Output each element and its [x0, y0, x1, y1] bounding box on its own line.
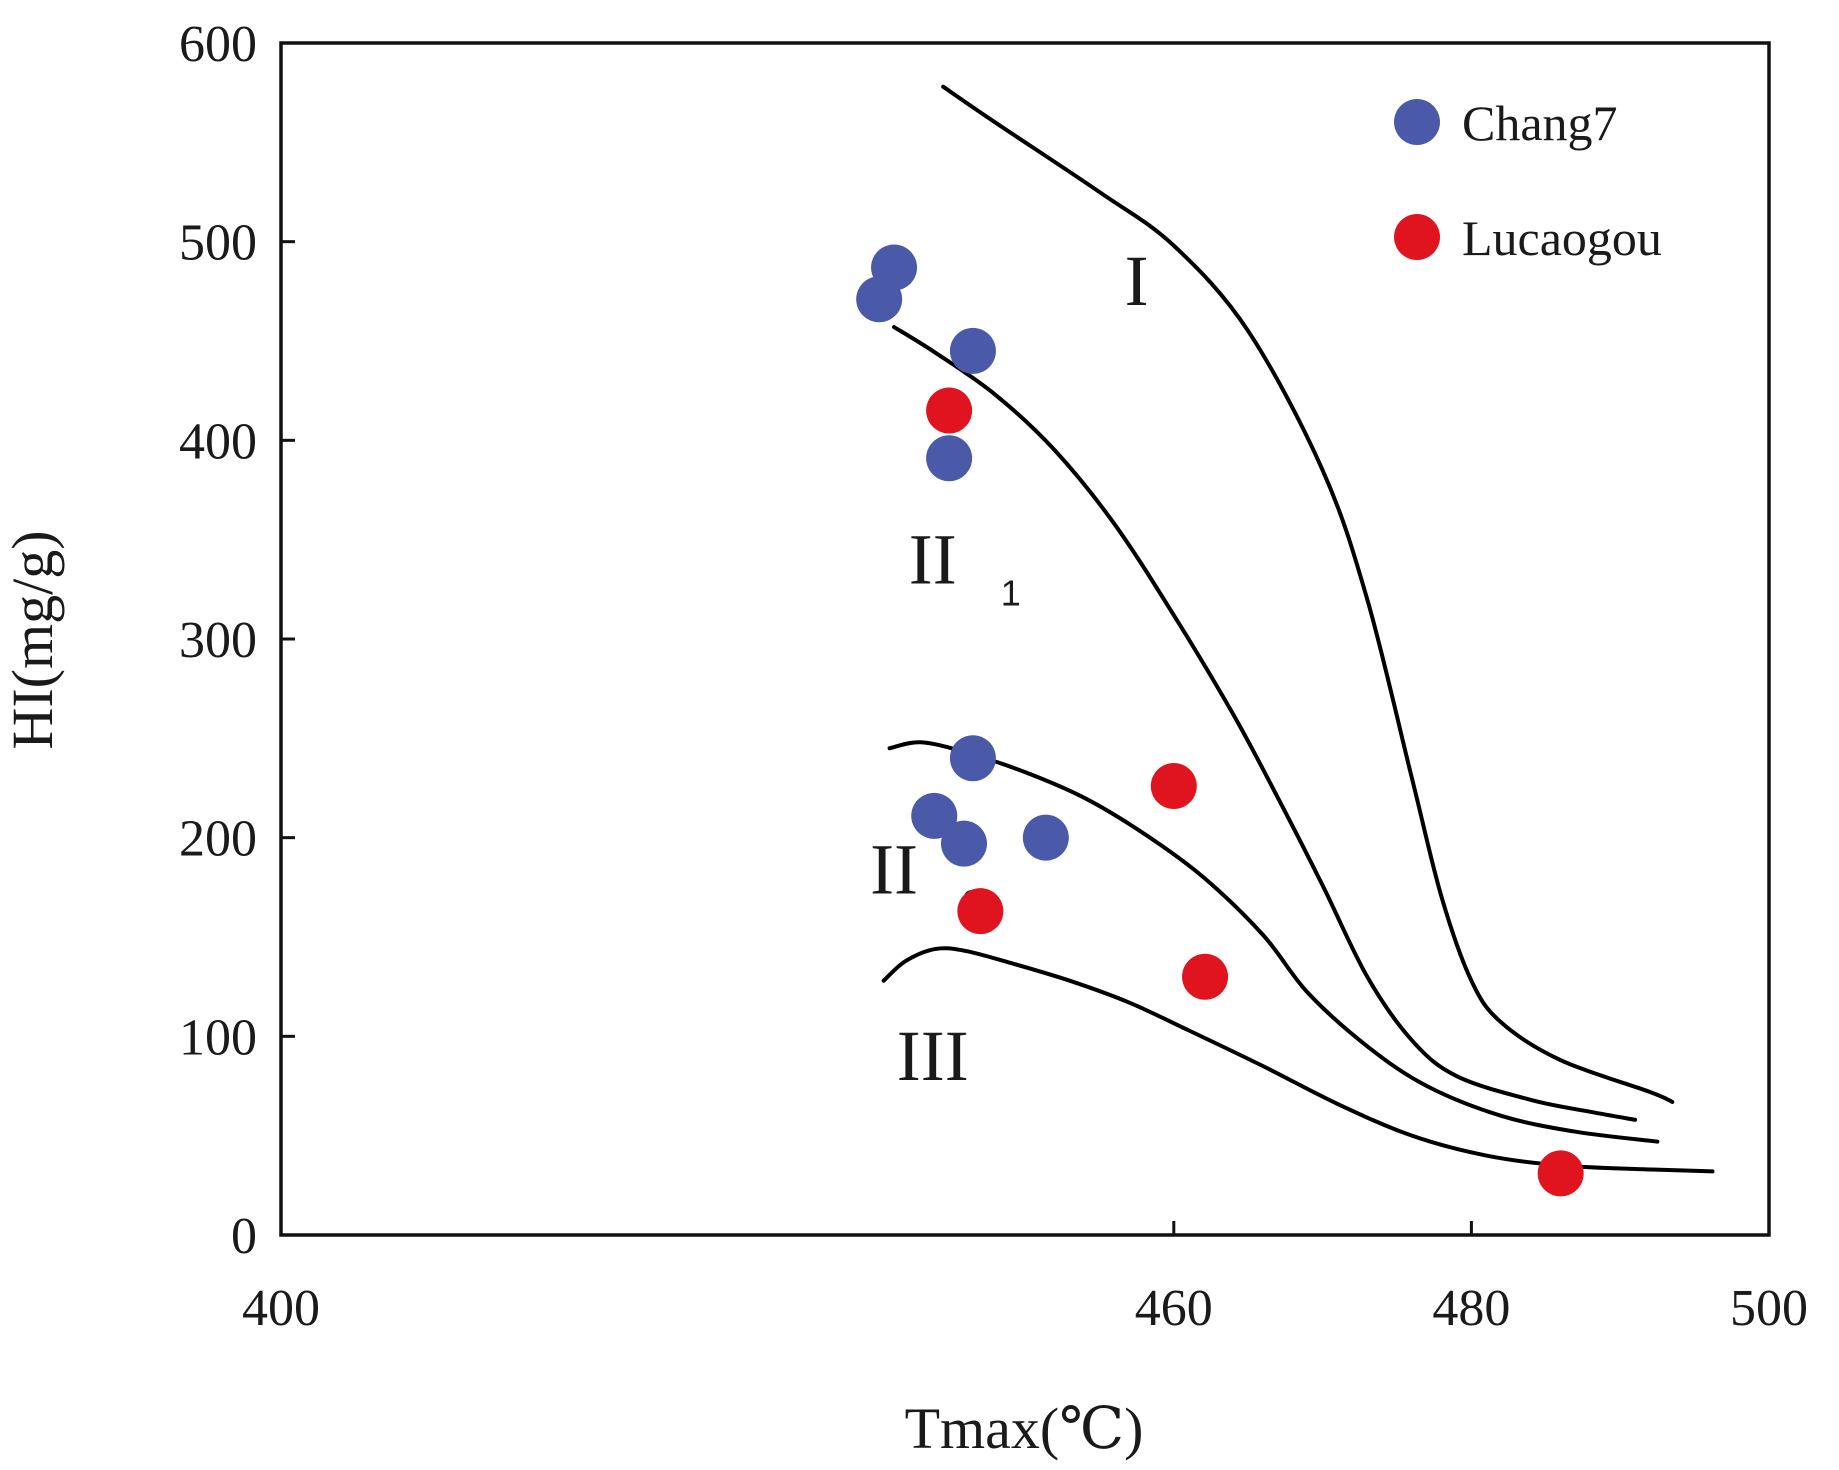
x-tick-label: 460 [1135, 1280, 1213, 1337]
legend-label-chang7: Chang7 [1462, 95, 1618, 151]
region-label-subscript: 1 [1001, 572, 1021, 613]
legend-marker-chang7 [1394, 99, 1440, 145]
x-tick-label: 400 [242, 1280, 320, 1337]
boundary-curve [941, 84, 1675, 1104]
point-chang7 [940, 820, 987, 867]
x-tick-label: 500 [1730, 1280, 1808, 1337]
data-points [856, 244, 1584, 1197]
y-tick-label: 300 [179, 612, 257, 669]
legend-label-lucaogou: Lucaogou [1462, 210, 1662, 266]
legend: Chang7 Lucaogou [1394, 95, 1662, 266]
point-lucaogou [1150, 763, 1197, 810]
point-chang7 [1022, 814, 1069, 861]
x-axis: 400 460 480 500 [242, 1221, 1808, 1337]
point-chang7 [949, 735, 996, 782]
y-tick-label: 600 [179, 16, 257, 73]
boundary-curve [887, 740, 1660, 1144]
point-lucaogou [1182, 953, 1229, 1000]
region-label: II [909, 519, 957, 599]
region-label: III [897, 1016, 969, 1096]
point-chang7 [949, 327, 996, 374]
x-tick-label: 480 [1432, 1280, 1510, 1337]
point-lucaogou [926, 387, 973, 434]
y-axis-title: HI(mg/g) [0, 530, 65, 749]
region-labels: III1II2III [870, 241, 1149, 1096]
y-tick-label: 500 [179, 215, 257, 272]
boundary-curve [892, 325, 1638, 1122]
y-tick-label: 400 [179, 413, 257, 470]
point-chang7 [911, 792, 958, 839]
y-axis: 0 100 200 300 400 500 600 [179, 16, 295, 1265]
y-tick-label: 100 [179, 1009, 257, 1066]
y-tick-label: 0 [231, 1208, 257, 1265]
point-lucaogou [957, 888, 1004, 935]
region-label: II [870, 829, 918, 909]
x-axis-title: Tmax(℃) [905, 1396, 1144, 1461]
legend-marker-lucaogou [1394, 214, 1440, 260]
point-lucaogou [1537, 1150, 1584, 1197]
point-chang7 [871, 244, 918, 291]
point-chang7 [926, 435, 973, 482]
region-label: I [1125, 241, 1149, 321]
y-tick-label: 200 [179, 811, 257, 868]
